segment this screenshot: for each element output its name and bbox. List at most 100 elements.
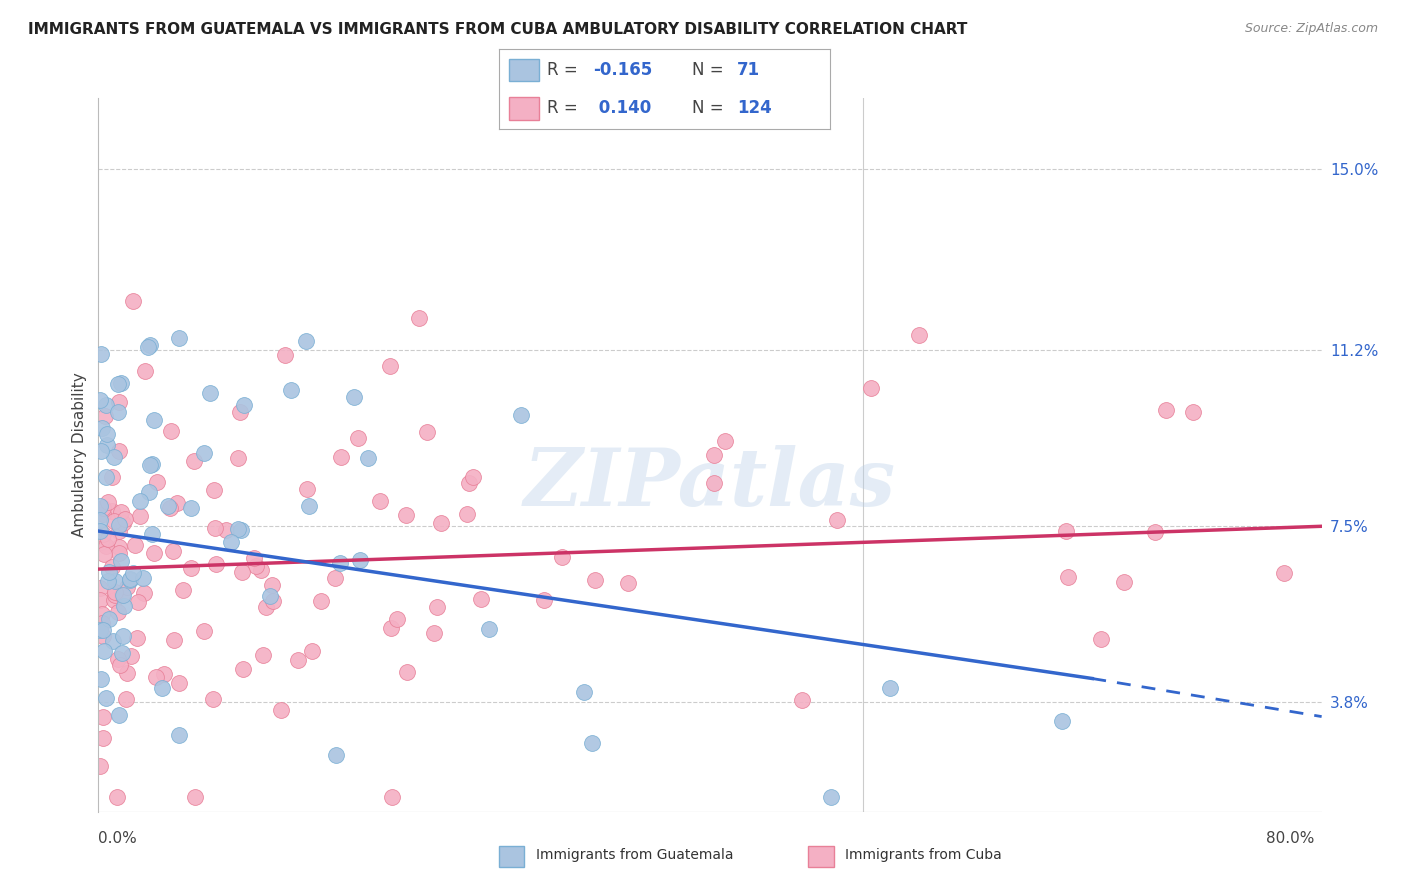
- Point: [551, 549, 574, 564]
- Point: [90, 443, 112, 458]
- Point: [1154, 402, 1177, 417]
- Point: [204, 521, 226, 535]
- Point: [91, 526, 114, 541]
- Point: [146, 475, 169, 490]
- Point: [159, 500, 181, 515]
- Point: [100, 504, 122, 518]
- Point: [93, 547, 115, 561]
- Text: IMMIGRANTS FROM GUATEMALA VS IMMIGRANTS FROM CUBA AMBULATORY DISABILITY CORRELAT: IMMIGRANTS FROM GUATEMALA VS IMMIGRANTS …: [28, 22, 967, 37]
- Point: [163, 633, 186, 648]
- Point: [91, 731, 114, 746]
- Point: [89, 581, 111, 595]
- Point: [1054, 524, 1077, 539]
- Point: [232, 662, 254, 676]
- Point: [104, 585, 127, 599]
- Point: [127, 595, 149, 609]
- Point: [111, 646, 134, 660]
- Point: [193, 624, 215, 638]
- Point: [1112, 574, 1135, 589]
- Point: [94, 409, 117, 424]
- Point: [231, 565, 253, 579]
- Point: [115, 691, 138, 706]
- Point: [792, 692, 814, 706]
- Text: N =: N =: [692, 100, 730, 118]
- Point: [97, 494, 120, 508]
- Point: [107, 606, 129, 620]
- Point: [120, 649, 142, 664]
- Point: [114, 511, 136, 525]
- Text: -0.165: -0.165: [593, 61, 652, 78]
- Point: [347, 431, 370, 445]
- Point: [242, 551, 264, 566]
- Point: [90, 346, 112, 360]
- Point: [129, 509, 152, 524]
- Point: [91, 507, 114, 521]
- Point: [110, 505, 132, 519]
- Point: [108, 657, 131, 672]
- Point: [387, 612, 409, 626]
- Point: [127, 631, 149, 645]
- Point: [107, 652, 129, 666]
- Point: [193, 446, 215, 460]
- Text: 80.0%: 80.0%: [1267, 831, 1315, 846]
- Point: [141, 457, 163, 471]
- Text: 0.0%: 0.0%: [98, 831, 138, 846]
- Point: [97, 574, 120, 589]
- Point: [270, 703, 292, 717]
- Point: [112, 630, 135, 644]
- Point: [169, 727, 191, 741]
- Point: [89, 623, 111, 637]
- Point: [103, 450, 125, 465]
- Point: [252, 648, 274, 662]
- Point: [124, 538, 146, 552]
- Point: [110, 588, 132, 602]
- Point: [180, 501, 202, 516]
- Point: [297, 499, 319, 513]
- Point: [110, 553, 132, 567]
- Point: [89, 513, 111, 527]
- Point: [330, 450, 353, 465]
- Point: [295, 334, 318, 348]
- Point: [134, 364, 156, 378]
- Point: [112, 599, 135, 613]
- Point: [101, 470, 124, 484]
- Text: Immigrants from Guatemala: Immigrants from Guatemala: [536, 847, 733, 862]
- Point: [136, 340, 159, 354]
- Bar: [509, 97, 538, 120]
- Point: [297, 482, 319, 496]
- Point: [104, 588, 127, 602]
- Point: [380, 621, 402, 635]
- Point: [142, 412, 165, 426]
- Point: [184, 790, 207, 805]
- Point: [429, 516, 451, 531]
- Point: [167, 675, 190, 690]
- Point: [153, 666, 176, 681]
- Point: [703, 475, 725, 490]
- Point: [426, 600, 449, 615]
- Point: [713, 434, 735, 448]
- Point: [301, 643, 323, 657]
- Point: [329, 556, 352, 570]
- Point: [104, 574, 127, 588]
- Point: [94, 539, 117, 553]
- Point: [323, 571, 346, 585]
- Point: [132, 571, 155, 585]
- Text: R =: R =: [547, 100, 583, 118]
- Point: [121, 566, 143, 580]
- Point: [461, 470, 484, 484]
- Point: [162, 544, 184, 558]
- Point: [820, 790, 842, 805]
- Point: [381, 790, 404, 805]
- Point: [325, 747, 347, 762]
- Point: [90, 616, 112, 631]
- Point: [226, 451, 249, 466]
- Point: [510, 409, 533, 423]
- Point: [229, 405, 252, 419]
- Point: [395, 665, 418, 679]
- Point: [98, 565, 121, 579]
- Point: [408, 311, 430, 326]
- Point: [145, 670, 167, 684]
- Text: R =: R =: [547, 61, 583, 78]
- Point: [90, 421, 112, 435]
- Point: [1143, 525, 1166, 540]
